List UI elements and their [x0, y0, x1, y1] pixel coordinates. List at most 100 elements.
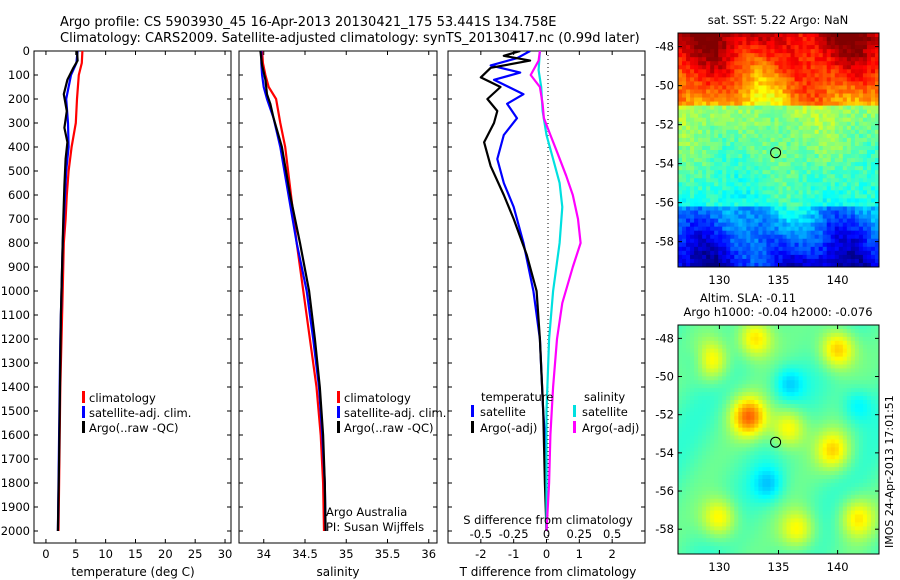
map-cell [706, 364, 711, 370]
map-cell [766, 423, 772, 429]
map-cell [858, 89, 864, 95]
map-cell [710, 170, 715, 175]
map-cell [838, 69, 844, 74]
map-cell [818, 137, 824, 143]
map-cell [722, 238, 727, 244]
map-cell [870, 101, 876, 107]
map-cell [762, 125, 768, 131]
map-cell [762, 206, 768, 212]
map-cell [726, 411, 731, 417]
map-cell [686, 137, 691, 143]
map-cell [774, 403, 780, 409]
map-cell [698, 214, 703, 220]
map-cell [846, 194, 852, 200]
map-cell [742, 250, 747, 256]
map-cell [854, 352, 860, 358]
map-cell [858, 439, 864, 445]
map-cell [850, 258, 856, 264]
map-cell [866, 328, 872, 334]
map-cell [798, 202, 804, 208]
map-cell [814, 427, 820, 433]
map-cell [766, 125, 772, 131]
map-cell [858, 101, 864, 107]
map-cell [694, 129, 699, 135]
map-cell [770, 65, 776, 70]
map-cell [738, 182, 743, 187]
map-cell [750, 218, 755, 224]
map-cell [854, 133, 860, 139]
map-cell [862, 89, 868, 95]
map-cell [722, 396, 727, 401]
map-cell [786, 137, 792, 143]
legend-climatology-label: climatology [344, 391, 411, 405]
map-cell [798, 222, 804, 228]
map-cell [846, 336, 852, 342]
map-cell [746, 178, 751, 183]
map-cell [810, 392, 816, 397]
map-cell [874, 443, 879, 448]
map-cell [862, 218, 868, 224]
map-cell [858, 325, 864, 330]
map-cell [682, 325, 687, 330]
map-cell [786, 230, 792, 236]
map-cell [762, 145, 768, 151]
map-cell [686, 222, 691, 228]
map-cell [858, 431, 864, 437]
map-cell [694, 455, 699, 460]
map-cell [786, 65, 792, 70]
map-cell [866, 117, 872, 123]
map-cell [806, 325, 812, 330]
map-cell [710, 246, 715, 252]
map-cell [810, 250, 816, 256]
map-cell [762, 443, 768, 448]
map-cell [794, 206, 800, 212]
map-cell [794, 325, 800, 330]
map-cell [786, 419, 792, 425]
map-cell [690, 435, 695, 441]
map-cell [690, 427, 695, 433]
map-cell [746, 403, 751, 409]
map-cell [854, 226, 860, 232]
map-cell [818, 129, 824, 135]
map-cell [722, 332, 727, 338]
map-cell [710, 372, 715, 377]
map-cell [802, 419, 808, 425]
map-cell [690, 262, 695, 267]
map-cell [710, 162, 715, 167]
map-cell [842, 368, 848, 373]
map-cell [822, 33, 828, 38]
map-cell [786, 125, 792, 131]
map-cell [754, 380, 759, 385]
map-cell [790, 372, 796, 377]
map-cell [818, 81, 824, 87]
map-cell [778, 61, 784, 66]
map-cell [710, 178, 715, 183]
map-cell [718, 93, 723, 99]
map-cell [874, 73, 879, 78]
map-cell [778, 451, 784, 456]
map-cell [782, 230, 788, 236]
map-cell [790, 246, 796, 252]
map-cell [838, 234, 844, 240]
map-cell [730, 459, 735, 464]
map-cell [710, 344, 715, 350]
map-cell [746, 150, 751, 155]
map-cell [862, 45, 868, 50]
salinity-difference-ticks: -0.5 -0.25 0 0.25 0.5 [470, 527, 622, 541]
map-cell [762, 431, 768, 437]
map-cell [686, 463, 691, 468]
map-cell [738, 238, 743, 244]
map-cell [866, 158, 872, 163]
map-cell [806, 182, 812, 187]
map-cell [718, 85, 723, 91]
map-cell [870, 376, 876, 381]
map-cell [798, 85, 804, 91]
map-cell [858, 186, 864, 191]
map-cell [834, 407, 840, 413]
map-cell [806, 158, 812, 163]
map-cell [830, 230, 836, 236]
map-cell [854, 368, 860, 373]
map-cell [762, 61, 768, 66]
map-cell [686, 325, 691, 330]
map-cell [706, 407, 711, 413]
